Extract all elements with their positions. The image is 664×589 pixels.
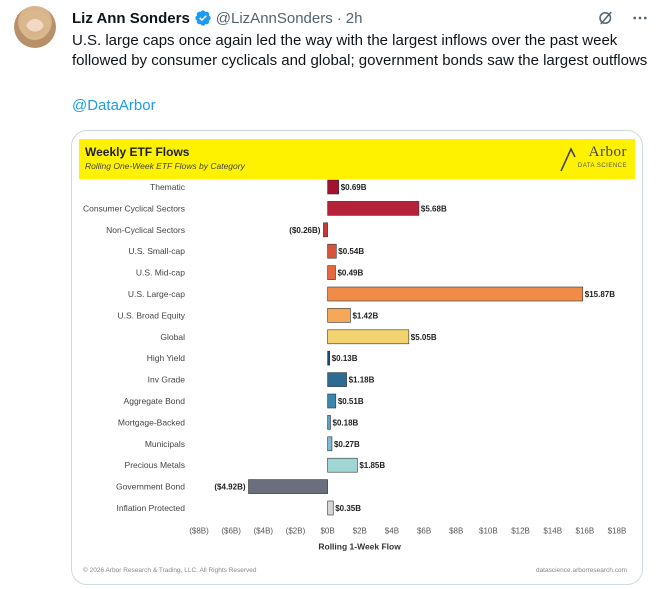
verified-badge-icon	[195, 10, 211, 26]
x-tick-label: $6B	[417, 526, 431, 535]
x-tick-label: ($8B)	[189, 526, 209, 535]
bar	[327, 286, 584, 302]
x-tick-label: $0B	[320, 526, 334, 535]
value-label: $0.13B	[332, 354, 358, 363]
chart-subtitle: Rolling One-Week ETF Flows by Category	[85, 161, 245, 171]
category-label: Inflation Protected	[116, 503, 185, 513]
tweet-header: Liz Ann Sonders @LizAnnSonders · 2h	[72, 8, 650, 28]
value-label: $1.42B	[352, 311, 378, 320]
bar	[327, 393, 337, 409]
author-name[interactable]: Liz Ann Sonders	[72, 9, 190, 27]
bar	[327, 308, 351, 323]
author-handle[interactable]: @LizAnnSonders	[215, 9, 333, 27]
copyright-text: © 2026 Arbor Research & Trading, LLC. Al…	[83, 567, 257, 574]
category-label: U.S. Broad Equity	[117, 310, 185, 320]
bar	[327, 243, 337, 259]
x-tick-label: ($6B)	[221, 526, 241, 535]
x-tick-label: $12B	[511, 526, 530, 535]
mention-link[interactable]: @DataArbor	[72, 97, 156, 114]
logo-subtext: DATA SCIENCE	[577, 163, 627, 169]
value-label: $0.27B	[334, 440, 360, 449]
avatar[interactable]	[14, 6, 56, 48]
value-label: $5.05B	[411, 333, 437, 342]
category-label: Precious Metals	[125, 460, 185, 470]
source-url: datascience.arborresearch.com	[535, 567, 627, 574]
value-label: $1.18B	[349, 376, 375, 385]
value-label: $0.35B	[335, 504, 361, 513]
value-label: ($4.92B)	[214, 483, 245, 492]
category-label: High Yield	[147, 353, 186, 363]
bar	[327, 265, 336, 280]
bar	[327, 201, 420, 216]
bar	[323, 222, 328, 238]
x-tick-label: $10B	[479, 526, 498, 535]
value-label: $0.49B	[337, 269, 363, 278]
x-tick-label: ($2B)	[286, 526, 306, 535]
category-label: Inv Grade	[148, 375, 186, 385]
value-label: ($0.26B)	[289, 226, 320, 235]
more-icon[interactable]	[630, 8, 650, 28]
x-axis-title: Rolling 1-Week Flow	[318, 541, 401, 551]
category-label: Aggregate Bond	[124, 396, 186, 406]
x-tick-label: $8B	[449, 526, 463, 535]
grok-icon[interactable]	[596, 8, 616, 28]
bar	[327, 500, 334, 516]
value-label: $1.85B	[359, 461, 385, 470]
chart-title: Weekly ETF Flows	[85, 145, 190, 159]
category-label: Thematic	[150, 182, 186, 192]
tweet-text: U.S. large caps once again led the way w…	[72, 32, 648, 69]
chart-banner: Weekly ETF Flows Rolling One-Week ETF Fl…	[79, 139, 635, 179]
post-time[interactable]: 2h	[345, 9, 363, 27]
chart-card: Weekly ETF Flows Rolling One-Week ETF Fl…	[79, 139, 635, 579]
logo-text: Arbor	[588, 144, 627, 160]
category-label: Consumer Cyclical Sectors	[83, 203, 185, 213]
x-tick-label: $14B	[543, 526, 562, 535]
bar	[327, 372, 347, 387]
value-label: $0.54B	[338, 247, 364, 256]
category-label: U.S. Mid-cap	[136, 268, 185, 278]
value-label: $0.51B	[338, 397, 364, 406]
arbor-logo-icon	[560, 147, 576, 172]
x-tick-label: $18B	[608, 526, 627, 535]
x-tick-label: $4B	[385, 526, 399, 535]
bar	[327, 350, 331, 366]
category-label: Global	[160, 332, 185, 342]
value-label: $0.69B	[341, 183, 367, 192]
category-label: Government Bond	[116, 482, 185, 492]
bar	[327, 415, 331, 430]
bar	[327, 329, 410, 345]
bar	[327, 436, 333, 452]
x-tick-label: $2B	[353, 526, 367, 535]
bar	[327, 179, 340, 195]
category-label: Non-Cyclical Sectors	[106, 225, 185, 235]
separator-dot: ·	[336, 9, 342, 27]
x-tick-label: $16B	[576, 526, 595, 535]
value-label: $15.87B	[585, 290, 615, 299]
category-label: U.S. Large-cap	[128, 289, 185, 299]
category-label: Municipals	[145, 439, 185, 449]
bar	[327, 457, 358, 473]
category-label: Mortgage-Backed	[118, 417, 185, 427]
category-label: U.S. Small-cap	[128, 246, 185, 256]
bar	[248, 479, 328, 494]
value-label: $5.68B	[421, 204, 447, 213]
x-tick-label: ($4B)	[254, 526, 274, 535]
bar-chart: Thematic $0.69B Consumer Cyclical Sectors $…	[83, 179, 627, 551]
value-label: $0.18B	[333, 418, 359, 427]
tweet-image[interactable]: Weekly ETF Flows Rolling One-Week ETF Fl…	[71, 130, 643, 585]
